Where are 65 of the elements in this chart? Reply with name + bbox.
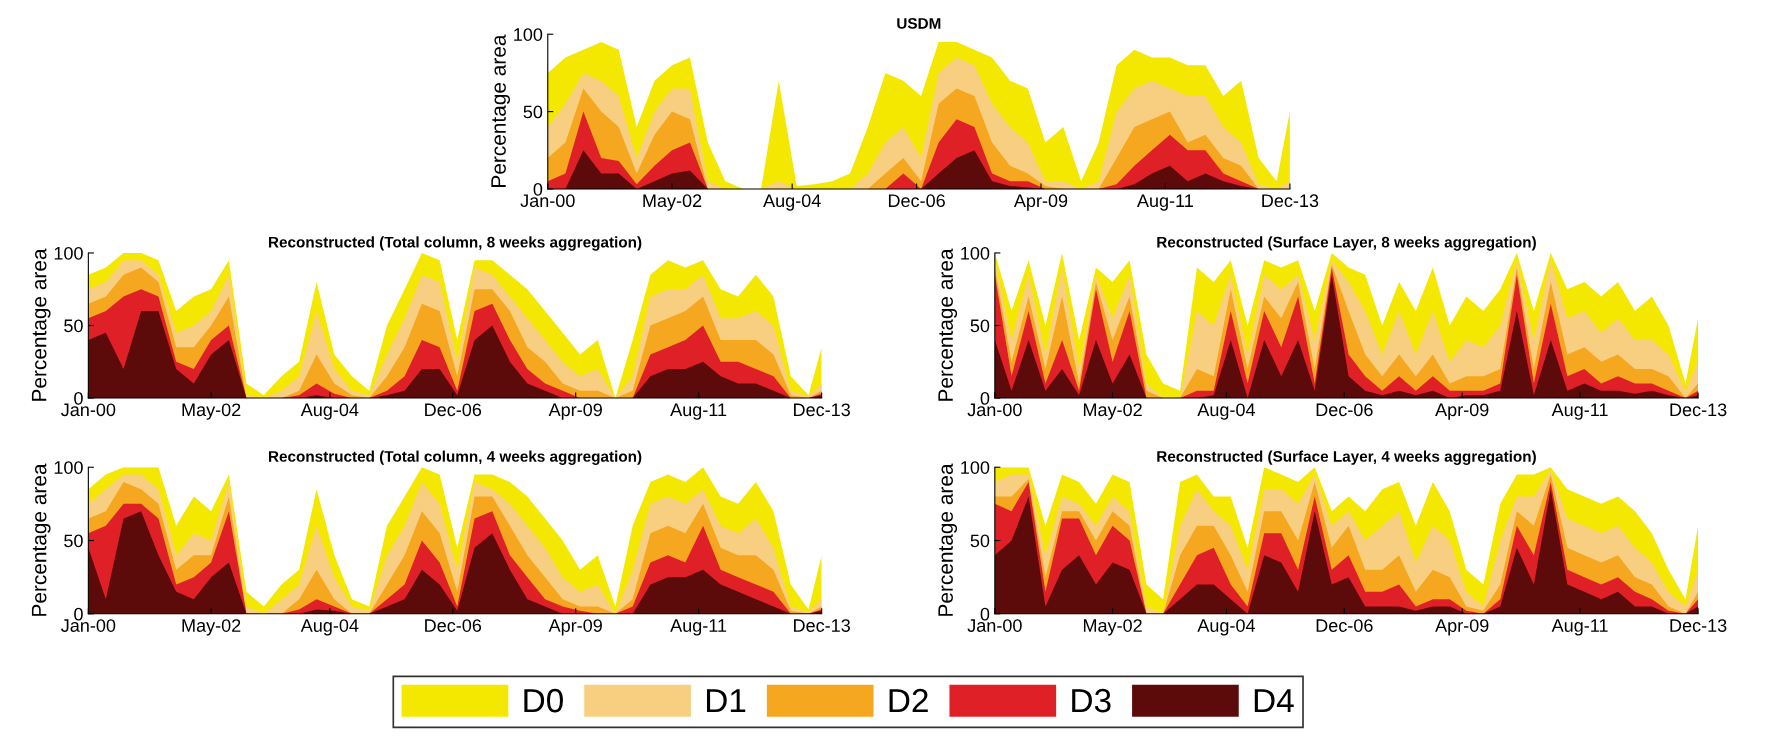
chart-title: Reconstructed (Surface Layer, 4 weeks aggregation) [1157,450,1536,465]
x-tick-label: Dec-06 [1316,619,1373,632]
chart-title: USDM [897,18,941,29]
y-tick-label: 50 [64,534,83,548]
x-tick-label: Aug-11 [1551,403,1608,420]
y-tick-label: 50 [64,319,83,333]
y-tick-label: 100 [514,28,543,41]
x-tick-label: Aug-04 [763,194,821,211]
x-tick-label: Aug-04 [300,619,359,636]
x-tick-label: Dec-06 [888,194,945,208]
x-tick-label: Aug-04 [1197,403,1256,420]
y-tick-label: 50 [970,534,990,548]
y-tick-label: 100 [961,461,990,474]
x-tick-label: Dec-13 [794,403,850,417]
x-tick-label: Aug-11 [1551,619,1608,636]
x-tick-label: Apr-09 [548,403,602,420]
x-tick-label: Dec-13 [794,619,850,632]
y-tick-label: 100 [54,461,83,474]
x-tick-label: Jan-00 [967,403,1022,417]
y-axis-title: Percentage area [491,34,511,187]
x-tick-label: Jan-00 [520,194,575,208]
x-tick-label: Dec-06 [425,619,482,632]
y-tick-label: 0 [533,182,543,196]
legend-label: D1 [706,689,746,713]
x-tick-label: Jan-00 [61,403,116,417]
legend-label: D4 [1254,689,1294,713]
chart-title: Reconstructed (Total column, 4 weeks aggregation) [268,450,642,465]
y-tick-label: 0 [980,391,990,405]
y-tick-label: 50 [970,319,990,333]
x-tick-label: May-02 [643,194,702,211]
y-axis-title: Percentage area [31,463,51,616]
y-axis-title: Percentage area [938,463,958,616]
chart-title: Reconstructed (Total column, 8 weeks aggregation) [268,236,642,251]
x-tick-label: May-02 [1083,403,1142,420]
x-tick-label: Apr-09 [1435,403,1489,420]
x-tick-label: Dec-13 [1670,403,1727,417]
x-tick-label: Aug-04 [1197,619,1256,636]
x-tick-label: May-02 [1083,619,1142,636]
x-tick-label: Jan-00 [967,619,1022,632]
legend-label: D2 [889,688,928,713]
legend-label: D3 [1072,688,1111,713]
x-tick-label: Apr-09 [548,619,602,636]
x-tick-label: Dec-06 [1316,403,1373,417]
x-tick-label: Aug-11 [670,619,727,636]
y-axis-title: Percentage area [938,248,958,401]
x-tick-label: Dec-13 [1670,619,1727,632]
x-tick-label: May-02 [182,403,241,420]
x-tick-label: Aug-04 [300,403,359,420]
y-tick-label: 100 [54,246,83,260]
chart-title: Reconstructed (Surface Layer, 8 weeks aggregation) [1157,236,1536,251]
y-tick-label: 100 [961,246,990,260]
x-tick-label: Dec-13 [1262,194,1319,208]
legend-label: D0 [524,688,563,713]
y-tick-label: 0 [74,391,83,405]
x-tick-label: Dec-06 [425,403,482,417]
x-tick-label: Apr-09 [1013,194,1068,211]
y-axis-title: Percentage area [31,248,51,401]
x-tick-label: Jan-00 [61,619,116,632]
y-tick-label: 0 [74,607,83,621]
x-tick-label: Apr-09 [1435,619,1489,636]
y-tick-label: 0 [980,607,990,621]
x-tick-label: May-02 [182,619,241,636]
y-tick-label: 50 [523,105,543,119]
x-tick-label: Aug-11 [670,403,727,420]
x-tick-label: Aug-11 [1136,194,1193,211]
